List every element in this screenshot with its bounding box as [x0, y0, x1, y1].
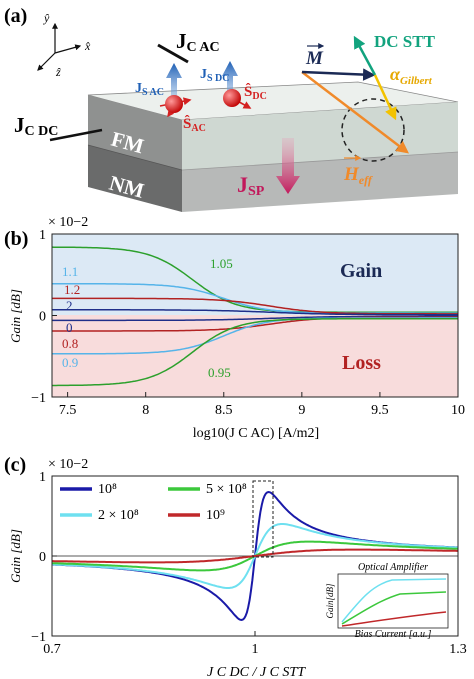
x-tick-label: 7.5 — [59, 403, 77, 418]
series-label-0.9: 0.9 — [62, 355, 78, 370]
series-line-10⁹ — [52, 548, 458, 564]
jsp-label: JSP — [237, 172, 265, 199]
legend-label-4: 10⁹ — [206, 508, 225, 523]
panel-b-ylabel: Gain [dB] — [8, 289, 23, 343]
gilbert-arrow — [373, 74, 397, 121]
panel-b-ticks: 7.5 8 8.5 9 9.5 10 −1 0 1 — [31, 228, 465, 418]
legend-label-2: 2 × 10⁸ — [98, 508, 139, 523]
x-tick-label: 1 — [252, 642, 259, 657]
jc-dc-arrow — [49, 128, 103, 142]
loss-label: Loss — [342, 352, 381, 374]
inset-curve-3 — [341, 611, 447, 627]
series-line-1.05 — [51, 246, 458, 313]
series-line-0 — [52, 315, 458, 322]
jc-ac-arrow — [157, 43, 189, 64]
y-axis-label: ŷ — [43, 11, 50, 25]
panel-b-multiplier: × 10−2 — [48, 215, 88, 230]
x-axis-arrow — [54, 44, 82, 54]
inset: Optical Amplifier Bias Current [a.u.] Ga… — [325, 562, 449, 640]
js-dc-arrow — [222, 61, 238, 107]
s-ac-label: ŜAC — [183, 115, 206, 134]
panel-b-series-labels: 1.05 1.1 1.22 00.8 0.9 0.95 — [62, 256, 233, 380]
panel-b-xlabel: log10(J C AC) [A/m2] — [193, 426, 319, 441]
m-arrow — [301, 68, 376, 81]
x-tick-label: 8 — [142, 403, 149, 418]
y-tick-label: 0 — [39, 550, 46, 565]
series-label-1.2: 1.2 — [64, 282, 80, 297]
panel-c-ylabel: Gain [dB] — [8, 529, 23, 583]
z-axis-label: ẑ — [55, 65, 61, 79]
panel-c-legend: 10⁸ 2 × 10⁸ 5 × 10⁸ 10⁹ — [60, 482, 247, 523]
series-label-0: 0 — [66, 320, 73, 335]
x-tick-label: 1.3 — [449, 642, 467, 657]
x-tick-label: 0.7 — [43, 642, 61, 657]
panel-c-xlabel: J C DC / J C STT — [207, 665, 306, 679]
inset-curve-2 — [341, 591, 447, 625]
inset-title: Optical Amplifier — [358, 562, 428, 573]
js-dc-label: JS DC — [200, 67, 230, 84]
jc-dc-label: JC DC — [14, 113, 58, 139]
m-label: M — [305, 48, 324, 69]
y-tick-label: 1 — [39, 228, 46, 243]
series-label-1.1: 1.1 — [62, 264, 78, 279]
panel-b-label: (b) — [4, 228, 28, 250]
jc-ac-label: JC AC — [176, 29, 220, 55]
series-label-2: 2 — [66, 298, 73, 313]
axes-triad: ŷ x̂ ẑ — [37, 11, 91, 79]
panel-b-series — [51, 246, 458, 387]
series-label-0.95: 0.95 — [208, 365, 231, 380]
nm-side — [182, 152, 458, 212]
panel-a-label: (a) — [4, 5, 27, 27]
panel-c: (c) × 10−2 10⁸ 2 × 10⁸ 5 × 10⁸ 10⁹ Optical … — [4, 454, 467, 679]
nm-front — [88, 145, 182, 212]
panel-c-label: (c) — [4, 454, 26, 476]
z-axis-arrow — [37, 52, 56, 71]
panel-c-multiplier: × 10−2 — [48, 457, 88, 472]
inset-curve-1 — [341, 578, 447, 623]
x-tick-label: 10 — [451, 403, 465, 418]
s-dc-label: ŜDC — [244, 83, 267, 102]
x-tick-label: 8.5 — [215, 403, 233, 418]
legend-label-1: 10⁸ — [98, 482, 117, 497]
dc-stt-arrow — [353, 35, 377, 76]
inset-frame — [337, 573, 449, 629]
x-axis-label: x̂ — [84, 39, 91, 53]
heff-label: Heff — [343, 164, 373, 187]
alpha-gilbert-label: αGilbert — [390, 64, 433, 87]
dc-stt-label: DC STT — [374, 32, 436, 51]
inset-ylabel: Gain[dB] — [325, 583, 335, 619]
heff-arrow — [301, 71, 409, 154]
zoom-box — [252, 480, 274, 558]
inset-xlabel: Bias Current [a.u.] — [355, 629, 432, 640]
series-line-2 — [52, 309, 458, 316]
series-line-0.95 — [52, 318, 458, 387]
js-ac-arrow — [166, 63, 182, 110]
x-tick-label: 9.5 — [371, 403, 389, 418]
x-tick-label: 9 — [298, 403, 305, 418]
y-tick-label: −1 — [31, 630, 46, 645]
jsp-arrow — [276, 138, 300, 194]
series-line-1.2 — [52, 297, 458, 315]
spin-dc-sphere — [223, 89, 241, 107]
series-line-0.9 — [52, 317, 458, 355]
y-tick-label: 1 — [39, 470, 46, 485]
spin-ac-sphere — [165, 95, 183, 113]
y-tick-label: 0 — [39, 310, 46, 325]
series-label-1.05: 1.05 — [210, 256, 233, 271]
series-label-0.8: 0.8 — [62, 336, 78, 351]
bilayer-slab: FM NM — [87, 81, 459, 212]
gain-region — [52, 234, 458, 315]
legend-label-3: 5 × 10⁸ — [206, 482, 247, 497]
panel-a: (a) ŷ x̂ ẑ FM NM JC AC JC DC — [4, 5, 459, 212]
panel-c-series — [51, 490, 459, 622]
loss-region — [52, 315, 458, 397]
y-tick-label: −1 — [31, 391, 46, 406]
series-line-0.8 — [52, 316, 458, 332]
js-ac-label: JS AC — [135, 81, 164, 98]
panel-b: (b) × 10−2 Gain Loss 1.051.11.2200.80.90… — [4, 215, 465, 441]
precession-cone — [341, 98, 405, 162]
gain-label: Gain — [340, 260, 382, 282]
panel-c-ticks: 0.7 1 1.3 −1 0 1 — [31, 470, 467, 657]
